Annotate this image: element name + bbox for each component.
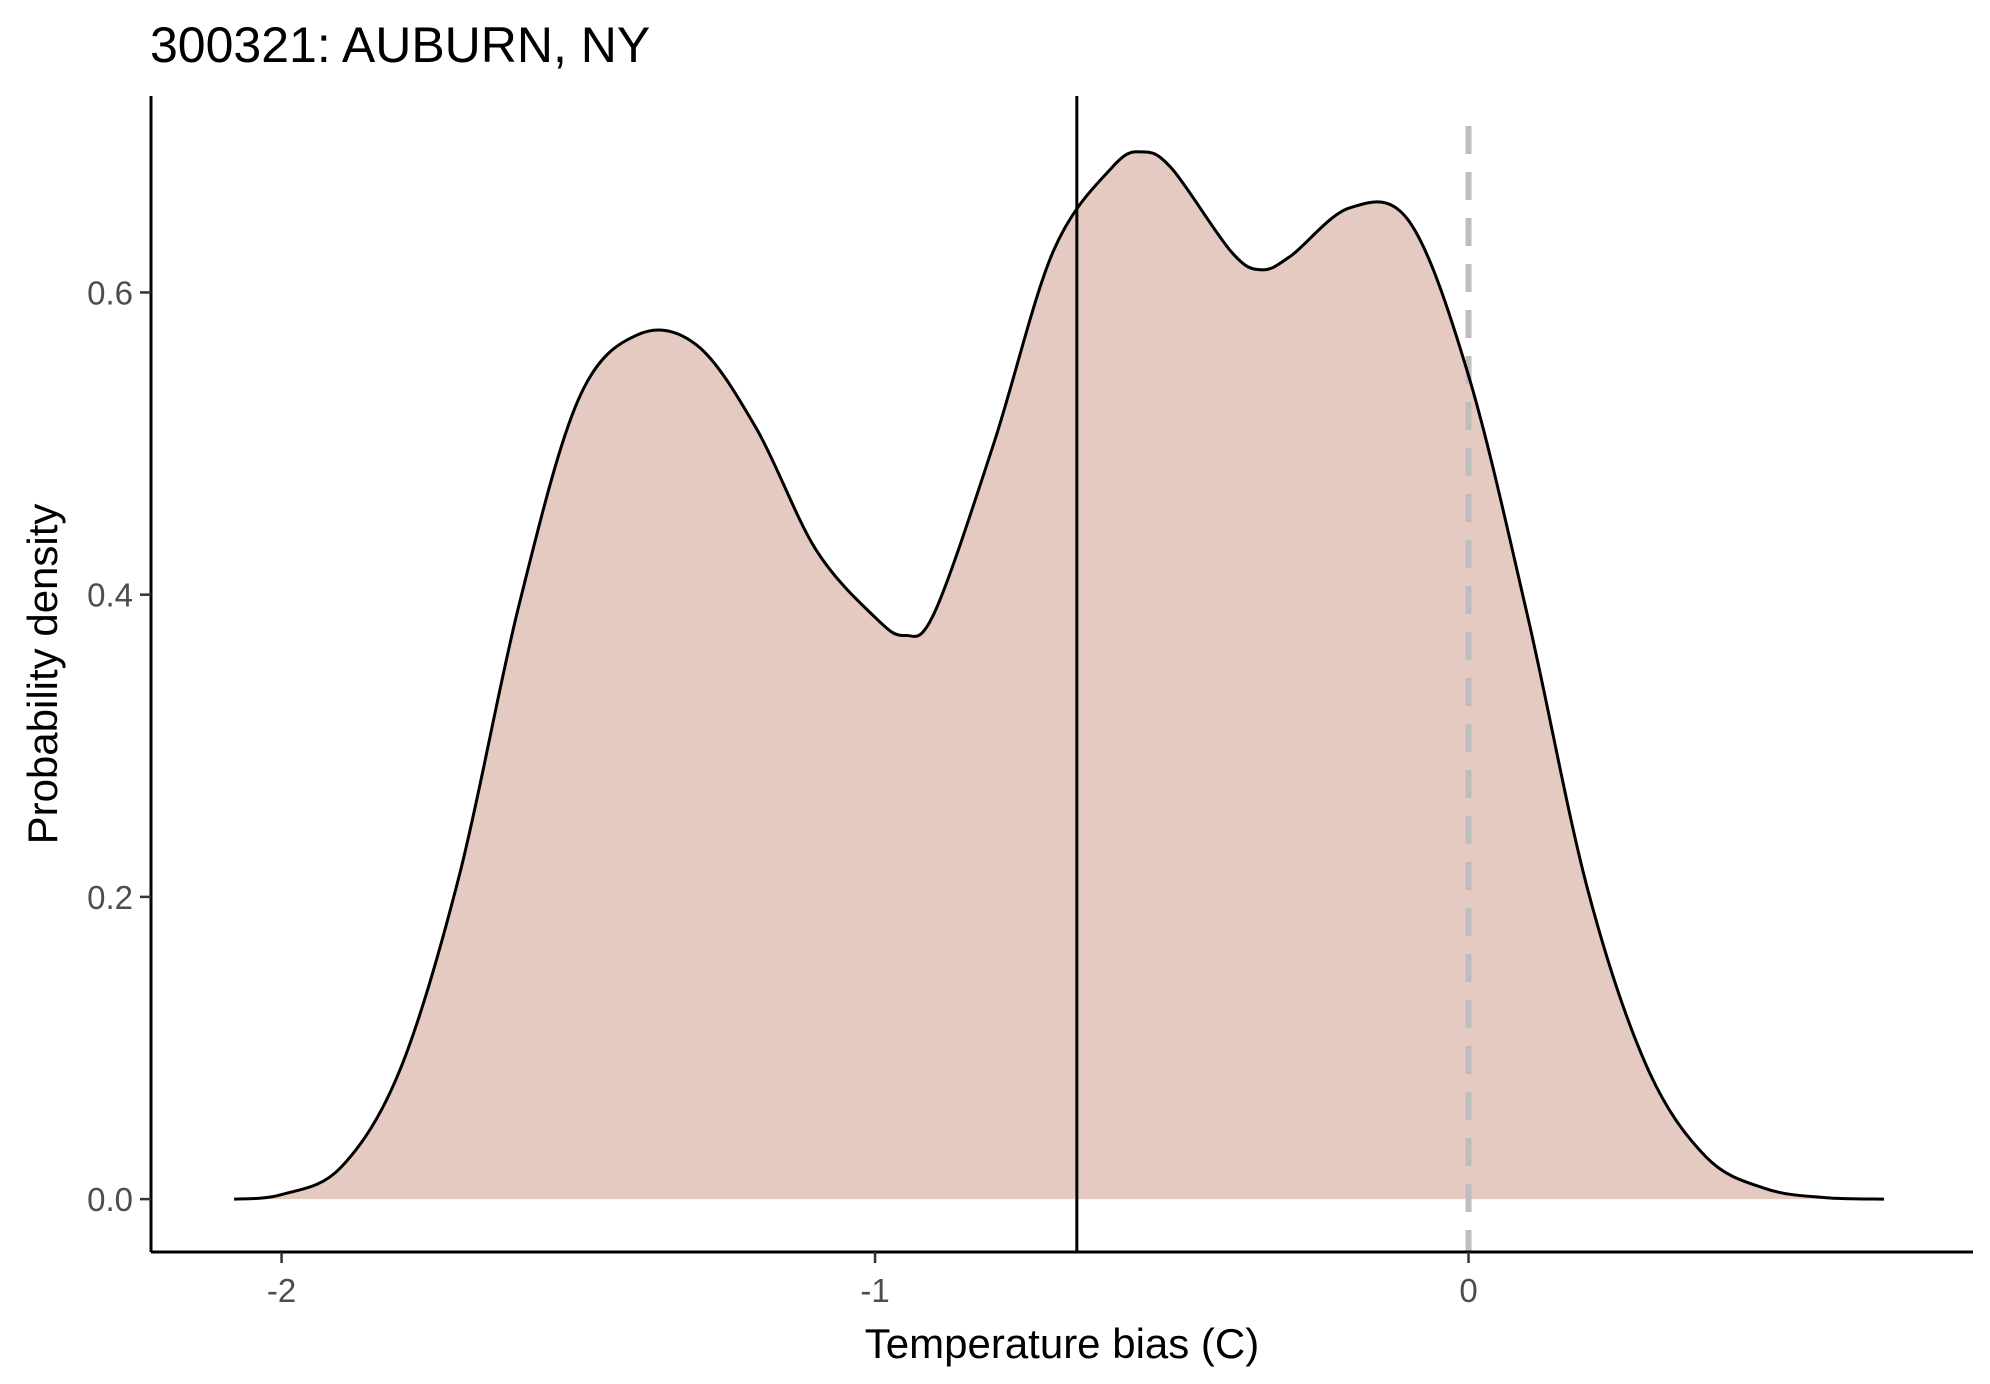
plot-area <box>233 96 1885 1252</box>
x-tick-label: -2 <box>267 1272 296 1309</box>
x-axis-ticks: -2 -1 0 <box>267 1252 1478 1309</box>
density-curve-line <box>233 150 1885 1201</box>
y-axis-ticks: 0.0 0.2 0.4 0.6 <box>87 274 151 1218</box>
x-axis-title: Temperature bias (C) <box>865 1320 1259 1367</box>
y-tick-label: 0.6 <box>87 274 133 311</box>
y-tick-label: 0.2 <box>87 879 133 916</box>
y-axis-title: Probability density <box>19 504 66 845</box>
x-tick-label: -1 <box>860 1272 889 1309</box>
chart-title: 300321: AUBURN, NY <box>150 17 650 73</box>
y-tick-label: 0.4 <box>87 577 133 614</box>
x-tick-label: 0 <box>1459 1272 1477 1309</box>
y-tick-label: 0.0 <box>87 1181 133 1218</box>
